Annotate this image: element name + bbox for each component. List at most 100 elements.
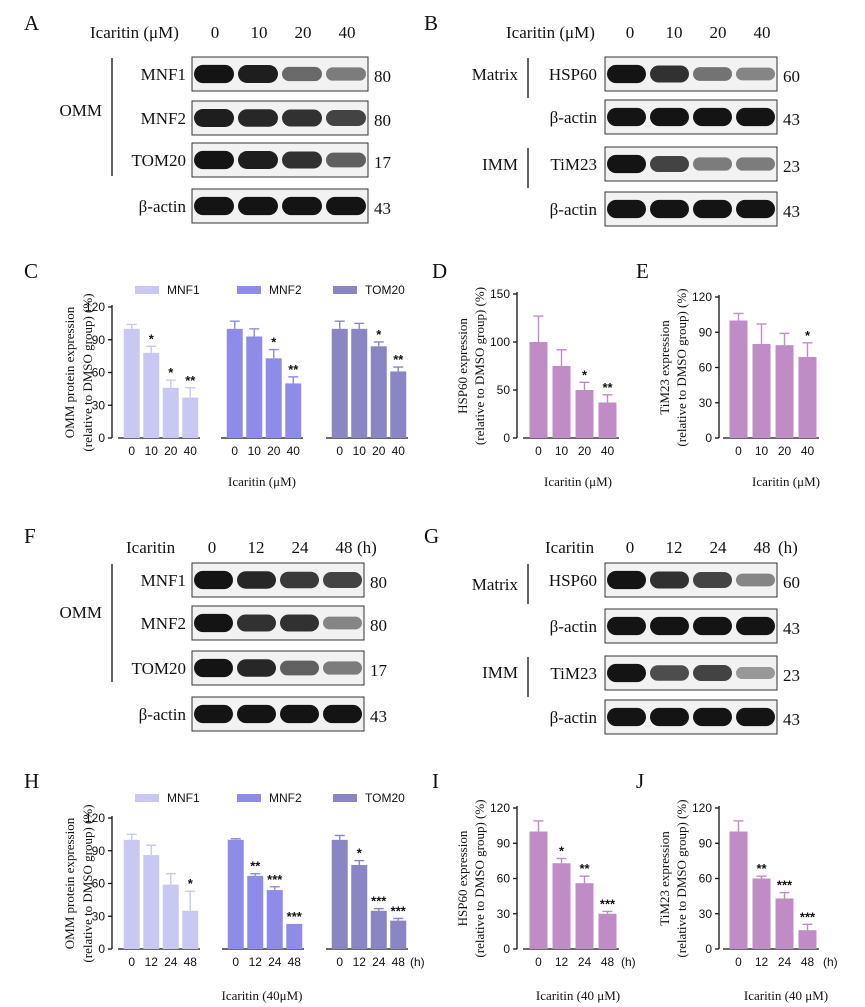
- significance-marker: **: [250, 859, 261, 874]
- legend-swatch: [333, 794, 357, 802]
- blot-mw-label: 43: [783, 202, 800, 221]
- blot-lane-label: 10: [251, 23, 268, 42]
- blot-band: [650, 65, 689, 83]
- x-tick-label: 40: [184, 444, 198, 458]
- blot-band: [194, 64, 234, 84]
- blot-band: [650, 155, 689, 173]
- blot-band: [326, 67, 366, 81]
- y-axis-label: HSP60 expression: [455, 318, 470, 414]
- blot-mw-label: 43: [370, 707, 387, 726]
- y-axis-label: HSP60 expression: [455, 830, 470, 926]
- y-axis-label: TiM23 expression: [657, 831, 672, 926]
- blot-row-label: MNF2: [141, 614, 186, 633]
- x-tick-label: 10: [353, 444, 367, 458]
- blot-lane-label: 48: [336, 538, 353, 557]
- y-tick-label: 0: [503, 942, 510, 956]
- blot-group-label: IMM: [482, 663, 518, 682]
- significance-marker: ***: [600, 896, 616, 911]
- blot-band: [693, 107, 732, 127]
- blot-band: [237, 571, 276, 589]
- blot-band: [650, 107, 689, 127]
- blot-band: [237, 704, 276, 724]
- legend-swatch: [237, 286, 261, 294]
- x-tick-label: 24: [578, 955, 592, 969]
- significance-marker: ***: [287, 909, 303, 924]
- x-tick-label: 0: [535, 955, 542, 969]
- blot-mw-label: 80: [370, 616, 387, 635]
- x-tick-label: 20: [267, 444, 281, 458]
- y-axis-label: TiM23 expression: [657, 320, 672, 415]
- blot-group-label: Matrix: [472, 575, 519, 594]
- bar: [598, 402, 617, 438]
- y-tick-label: 120: [85, 811, 105, 825]
- blot-row-label: TOM20: [132, 151, 186, 170]
- x-axis-label: Icaritin (μM): [228, 474, 296, 489]
- y-tick-label: 60: [699, 361, 713, 375]
- y-tick-label: 90: [92, 333, 106, 347]
- x-tick-label: 48: [601, 955, 615, 969]
- blot-row-label: MNF2: [141, 109, 186, 128]
- significance-marker: *: [271, 335, 277, 350]
- blot-band: [194, 150, 234, 170]
- blot-row-label: β-actin: [139, 197, 187, 216]
- x-axis-label: Icaritin (40μM): [222, 988, 303, 1003]
- blot-band: [238, 151, 278, 169]
- bar: [351, 328, 368, 438]
- y-tick-label: 90: [497, 836, 511, 850]
- panel-letter-I: I: [432, 769, 439, 793]
- bar: [775, 345, 794, 438]
- bar: [266, 890, 283, 949]
- blot-group-label: Matrix: [472, 65, 519, 84]
- y-tick-label: 30: [699, 396, 713, 410]
- panel-letter-A: A: [24, 11, 40, 35]
- x-unit-label: (h): [621, 955, 636, 969]
- x-tick-label: 12: [145, 955, 159, 969]
- blot-row-label: β-actin: [550, 617, 598, 636]
- blot-unit-label: (h): [357, 538, 377, 557]
- blot-band: [736, 67, 775, 81]
- blot-band: [736, 107, 775, 127]
- blot-row-label: HSP60: [549, 571, 597, 590]
- blot-band: [693, 616, 732, 636]
- y-tick-label: 60: [699, 872, 713, 886]
- blot-treatment-label: Icaritin (μM): [90, 23, 179, 42]
- blot-mw-label: 23: [783, 157, 800, 176]
- significance-marker: **: [602, 380, 613, 395]
- x-tick-label: 12: [755, 955, 769, 969]
- blot-band: [237, 614, 276, 632]
- blot-mw-label: 80: [370, 573, 387, 592]
- significance-marker: **: [579, 861, 590, 876]
- x-axis-label: Icaritin (μM): [752, 474, 820, 489]
- legend-label: TOM20: [365, 791, 405, 805]
- y-tick-label: 0: [503, 431, 510, 445]
- blot-lane-label: 0: [211, 23, 220, 42]
- x-tick-label: 24: [164, 955, 178, 969]
- significance-marker: *: [805, 328, 811, 343]
- blot-mw-label: 43: [783, 110, 800, 129]
- blot-lane-label: 12: [248, 538, 265, 557]
- blot-lane-label: 0: [626, 538, 635, 557]
- legend-swatch: [135, 286, 159, 294]
- blot-band: [607, 663, 646, 683]
- blot-band: [607, 64, 646, 84]
- bar: [729, 831, 748, 949]
- x-axis-label: Icaritin (40 μM): [744, 988, 828, 1003]
- blot-group-label: IMM: [482, 155, 518, 174]
- blot-lane-label: 24: [710, 538, 728, 557]
- y-tick-label: 60: [92, 366, 106, 380]
- blot-mw-label: 60: [783, 67, 800, 86]
- x-tick-label: 0: [128, 444, 135, 458]
- significance-marker: ***: [777, 878, 793, 893]
- blot-row-label: TOM20: [132, 659, 186, 678]
- bar: [752, 344, 771, 438]
- x-tick-label: 0: [735, 955, 742, 969]
- x-tick-label: 10: [755, 444, 769, 458]
- x-tick-label: 0: [735, 444, 742, 458]
- x-tick-label: 40: [392, 444, 406, 458]
- bar: [182, 910, 199, 949]
- blot-box: [191, 605, 365, 641]
- x-axis-label: Icaritin (μM): [544, 474, 612, 489]
- bar: [575, 390, 594, 438]
- significance-marker: ***: [391, 903, 407, 918]
